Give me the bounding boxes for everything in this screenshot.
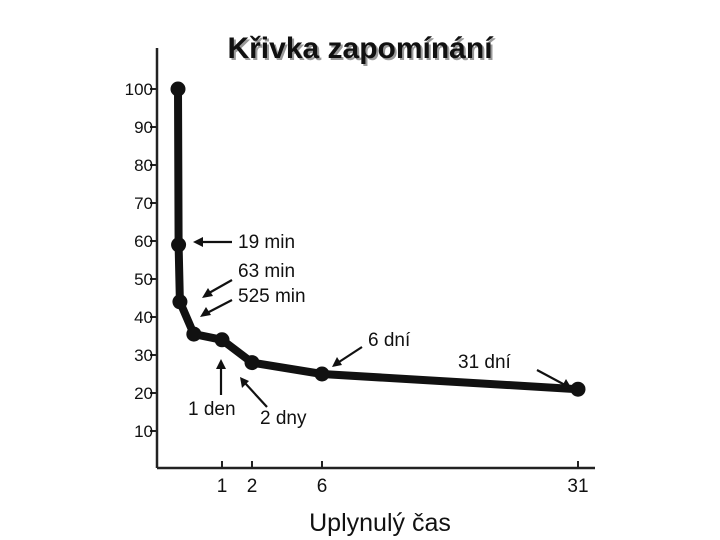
y-tick-label: 90 (134, 118, 153, 137)
y-tick-label: 10 (134, 422, 153, 441)
y-tick-label: 80 (134, 156, 153, 175)
y-tick-label: 60 (134, 232, 153, 251)
annotation-arrows (193, 237, 572, 408)
annotation-63min: 63 min (238, 261, 295, 282)
arrowhead-6dni (332, 357, 342, 367)
data-point (244, 355, 260, 371)
arrowhead-2dny (240, 377, 249, 388)
x-axis-label: Uplynulý čas (309, 509, 451, 537)
x-tick-label: 1 (217, 476, 228, 497)
data-point (214, 332, 230, 348)
arrow-2dny (244, 382, 268, 408)
x-tick-label: 6 (317, 476, 328, 497)
x-tick-label: 31 (567, 476, 588, 497)
chart-title-text: Křivka zapomínání (227, 32, 494, 65)
y-tick-label: 100 (125, 80, 153, 99)
arrowhead-63min (202, 288, 213, 298)
y-tick-label: 50 (134, 270, 153, 289)
annotation-19min: 19 min (238, 232, 295, 253)
data-point (186, 326, 202, 342)
data-point (171, 237, 187, 253)
x-tick-label: 2 (247, 476, 258, 497)
x-ticks: 1 2 6 31 (217, 461, 589, 497)
arrowhead-1den (216, 359, 226, 369)
y-tick-label: 40 (134, 308, 153, 327)
arrow-31dni (536, 369, 566, 386)
data-point (170, 81, 186, 97)
annotation-525min: 525 min (238, 286, 306, 307)
y-ticks: 100 90 80 70 60 50 40 30 20 10 (125, 80, 157, 441)
annotation-6dni: 6 dní (368, 330, 411, 351)
arrow-6dni (338, 346, 363, 363)
arrowhead-525min (200, 307, 211, 317)
data-point (314, 366, 330, 382)
data-point (570, 381, 586, 397)
data-points (170, 81, 586, 397)
annotation-2dny: 2 dny (260, 408, 307, 429)
y-tick-label: 30 (134, 346, 153, 365)
series-line (174, 85, 582, 394)
arrow-63min (208, 279, 233, 294)
chart-title-shadow: Křivka zapomínání (229, 34, 496, 67)
arrowhead-19min (193, 237, 203, 247)
arrow-525min (206, 299, 233, 314)
y-tick-label: 20 (134, 384, 153, 403)
arrowhead-31dni (561, 379, 572, 389)
chart-title: Křivka zapomínání Křivka zapomínání (227, 32, 496, 67)
y-tick-label: 70 (134, 194, 153, 213)
data-point (172, 294, 188, 310)
annotation-labels: 19 min 63 min 525 min 1 den 2 dny 6 dní … (188, 232, 512, 429)
annotation-1den: 1 den (188, 399, 236, 420)
annotation-31dni: 31 dní (458, 352, 512, 373)
